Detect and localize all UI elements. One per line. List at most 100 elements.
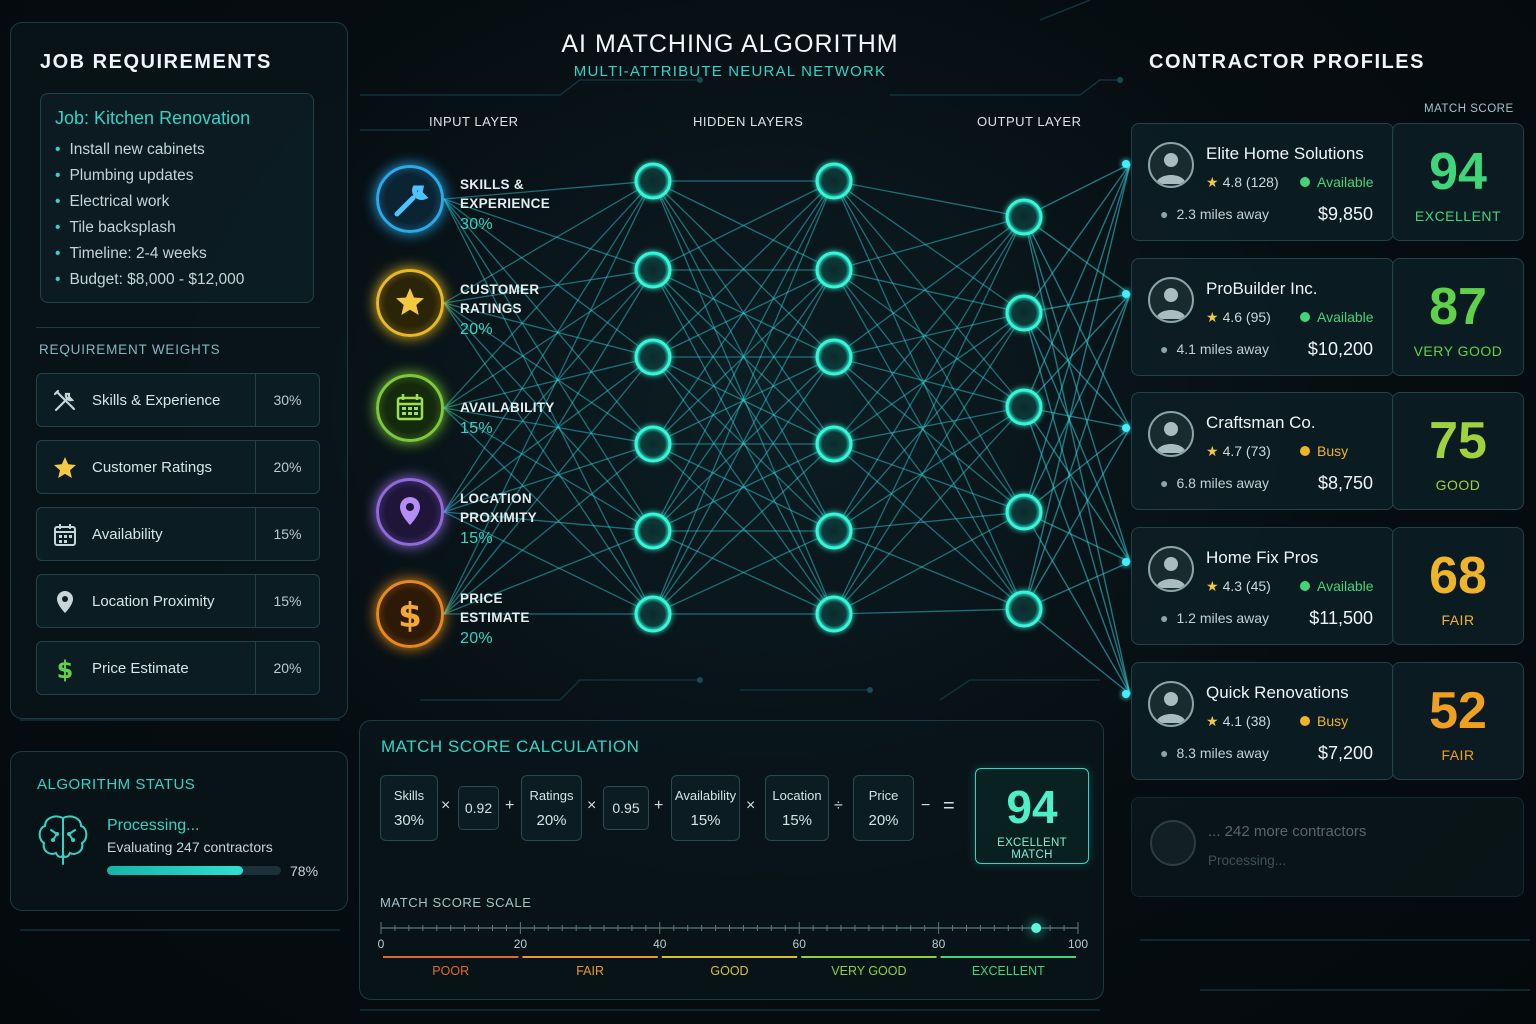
input-node-price[interactable]: $ <box>376 580 444 648</box>
weight-label: Skills & Experience <box>92 392 221 409</box>
connection-line <box>1023 216 1131 695</box>
connection-line <box>833 406 1025 615</box>
contractor-rating: ★ 4.8 (128) <box>1206 174 1279 191</box>
star-icon: ★ <box>1206 309 1219 325</box>
contractor-card[interactable]: Craftsman Co. ★ 4.7 (73) Busy ● 6.8 miles awa… <box>1131 392 1394 510</box>
contractor-rating: ★ 4.6 (95) <box>1206 309 1271 326</box>
network-node <box>634 512 672 550</box>
calc-result-label: EXCELLENT MATCH <box>997 837 1067 861</box>
connection-line <box>833 530 1025 610</box>
input-weight: 20% <box>460 321 493 338</box>
input-line: PROXIMITY <box>460 510 537 525</box>
contractor-name: ProBuilder Inc. <box>1206 279 1318 298</box>
weight-row-price[interactable]: $ Price Estimate 20% <box>36 641 320 695</box>
connection-line <box>1023 216 1131 429</box>
job-requirements-list: Install new cabinets Plumbing updates El… <box>55 137 299 293</box>
operator: − <box>921 797 931 814</box>
distance-text: 6.8 miles away <box>1176 475 1270 491</box>
output-layer-label: OUTPUT LAYER <box>977 114 1082 129</box>
input-weight: 30% <box>460 216 493 233</box>
avatar <box>1148 546 1194 592</box>
operator: + <box>505 797 515 814</box>
contractor-price: $8,750 <box>1317 473 1373 493</box>
list-item: Tile backsplash <box>55 215 299 241</box>
network-node <box>815 595 853 633</box>
contractor-card[interactable]: Quick Renovations ★ 4.1 (38) Busy ● 8.3 miles… <box>1131 662 1394 780</box>
connection-endpoint <box>1122 424 1130 432</box>
connection-line <box>833 443 1025 610</box>
brain-icon <box>38 815 88 865</box>
user-icon <box>1156 692 1186 723</box>
connection-line <box>443 356 654 615</box>
status-text: Busy <box>1317 713 1349 729</box>
calc-result-value: 94 <box>1006 781 1058 833</box>
connection-line <box>652 356 835 445</box>
more-contractors-card[interactable]: ... 242 more contractors Processing... <box>1131 797 1524 897</box>
weight-row-ratings[interactable]: Customer Ratings 20% <box>36 440 320 494</box>
connection-line <box>1023 163 1131 610</box>
weight-value: 20% <box>255 642 319 694</box>
calc-label: Price <box>868 788 899 803</box>
connection-line <box>652 269 835 532</box>
match-score-rank: FAIR <box>1441 612 1475 628</box>
avatar <box>1148 411 1194 457</box>
job-card[interactable]: Job: Kitchen Renovation Install new cabi… <box>40 93 314 303</box>
connection-line <box>1023 163 1131 513</box>
connection-line <box>652 180 835 271</box>
weight-label: Location Proximity <box>92 593 215 610</box>
connection-line <box>652 180 835 532</box>
contractor-distance: ● 2.3 miles away <box>1160 206 1269 222</box>
calc-factor: 0.95 <box>603 786 649 830</box>
connection-line <box>1023 561 1131 610</box>
connection-line <box>443 269 654 409</box>
contractor-card[interactable]: Elite Home Solutions ★ 4.8 (128) Available ●… <box>1131 123 1394 241</box>
operator: × <box>587 797 597 814</box>
star-icon: ★ <box>1206 578 1219 594</box>
connection-line <box>833 356 1025 513</box>
input-node-ratings[interactable] <box>376 269 444 337</box>
connection-endpoint <box>1122 160 1130 168</box>
connection-line <box>833 180 1025 610</box>
connection-line <box>652 443 835 532</box>
match-score-box: 68 FAIR <box>1392 527 1524 645</box>
weight-row-availability[interactable]: Availability 15% <box>36 507 320 561</box>
weight-row-location[interactable]: Location Proximity 15% <box>36 574 320 628</box>
status-badge: Busy <box>1300 443 1348 459</box>
weight-row-skills[interactable]: Skills & Experience 30% <box>36 373 320 427</box>
contractor-card[interactable]: ProBuilder Inc. ★ 4.6 (95) Available ● 4.1 mi… <box>1131 258 1394 376</box>
connection-line <box>443 302 654 615</box>
input-line: CUSTOMER <box>460 282 540 297</box>
connection-line <box>1023 293 1131 610</box>
connection-line <box>652 180 835 532</box>
user-icon <box>1156 288 1186 319</box>
input-line: RATINGS <box>460 301 522 316</box>
location-pin-icon: ● <box>1160 475 1169 491</box>
connection-line <box>1023 312 1131 695</box>
status-text: Available <box>1317 578 1374 594</box>
connection-line <box>1023 511 1131 563</box>
connection-line <box>652 180 835 615</box>
hidden-layers-label: HIDDEN LAYERS <box>693 114 804 129</box>
input-node-location[interactable] <box>376 478 444 546</box>
contractor-name: Quick Renovations <box>1206 683 1349 702</box>
connection-line <box>443 198 654 358</box>
connection-line <box>833 443 1025 513</box>
connection-line <box>833 180 1025 314</box>
input-node-availability[interactable] <box>376 374 444 442</box>
connection-line <box>652 269 835 358</box>
contractor-card[interactable]: Home Fix Pros ★ 4.3 (45) Available ● 1.2 mile… <box>1131 527 1394 645</box>
status-dot <box>1300 581 1310 591</box>
tools-icon <box>53 389 76 412</box>
calc-value: 20% <box>536 812 567 829</box>
weight-label: Availability <box>92 526 163 543</box>
contractor-name: Elite Home Solutions <box>1206 144 1364 163</box>
review-count: (73) <box>1245 443 1271 459</box>
network-node <box>634 595 672 633</box>
connection-line <box>443 356 654 513</box>
network-node <box>1005 388 1043 426</box>
input-line: AVAILABILITY <box>460 400 555 415</box>
input-node-skills[interactable] <box>376 165 444 233</box>
input-label-availability: AVAILABILITY 15% <box>460 398 555 438</box>
calc-label: Availability <box>674 788 737 803</box>
